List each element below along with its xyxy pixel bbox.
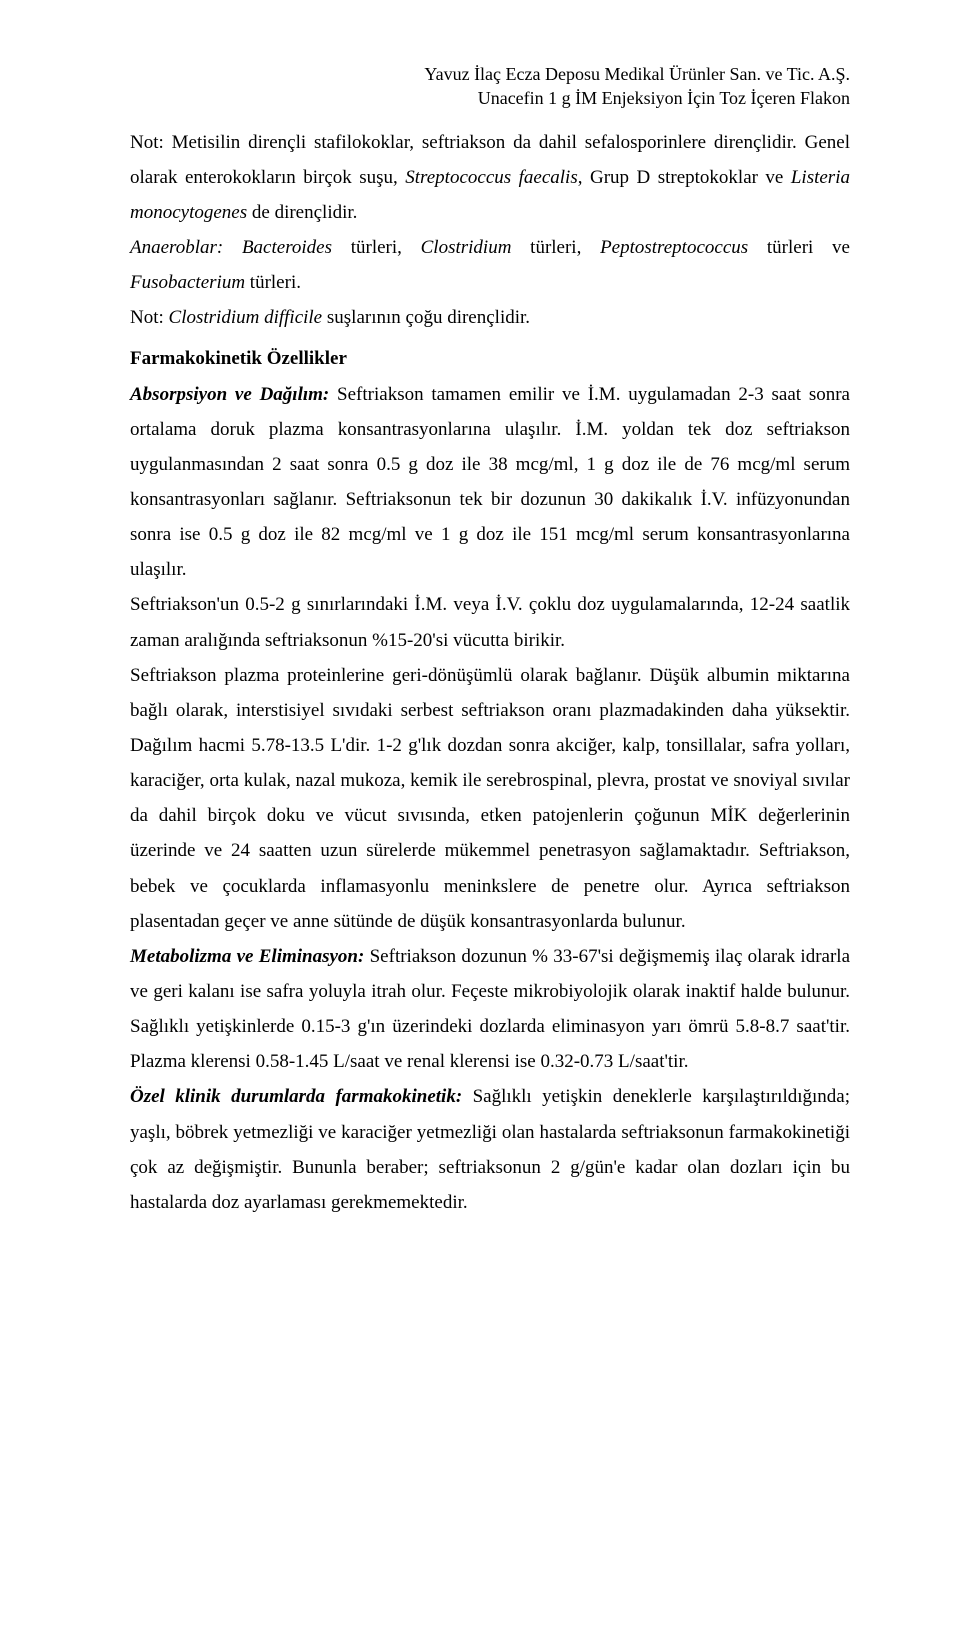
paragraph-anaeroblar: Anaeroblar: Bacteroides türleri, Clostri… <box>130 230 850 300</box>
paragraph-absorpsiyon: Absorpsiyon ve Dağılım: Seftriakson tama… <box>130 377 850 588</box>
organism-name: Streptococcus faecalis <box>405 167 577 188</box>
text-span: suşlarının çoğu dirençlidir. <box>322 307 530 328</box>
text-span: türleri, <box>511 237 600 258</box>
subsection-label: Metabolizma ve Eliminasyon: <box>130 946 364 967</box>
paragraph-note-clostridium: Not: Clostridium difficile suşlarının ço… <box>130 300 850 335</box>
organism-name: Fusobacterium <box>130 272 245 293</box>
organism-name: Anaeroblar: Bacteroides <box>130 237 332 258</box>
document-header: Yavuz İlaç Ecza Deposu Medikal Ürünler S… <box>130 62 850 111</box>
document-body: Not: Metisilin dirençli stafilokoklar, s… <box>130 125 850 1220</box>
organism-name: Clostridium difficile <box>169 307 323 328</box>
text-span: Seftriakson tamamen emilir ve İ.M. uygul… <box>130 384 850 581</box>
paragraph-coklu-doz: Seftriakson'un 0.5-2 g sınırlarındaki İ.… <box>130 587 850 657</box>
section-title-farmakokinetik: Farmakokinetik Özellikler <box>130 341 850 376</box>
paragraph-metabolizma: Metabolizma ve Eliminasyon: Seftriakson … <box>130 939 850 1080</box>
header-line-company: Yavuz İlaç Ecza Deposu Medikal Ürünler S… <box>130 62 850 86</box>
text-span: Not: <box>130 307 169 328</box>
organism-name: Peptostreptococcus <box>600 237 748 258</box>
text-span: türleri ve <box>748 237 850 258</box>
text-span: de dirençlidir. <box>247 202 357 223</box>
subsection-label: Absorpsiyon ve Dağılım: <box>130 384 329 405</box>
header-line-product: Unacefin 1 g İM Enjeksiyon İçin Toz İçer… <box>130 86 850 110</box>
organism-name: Clostridium <box>421 237 512 258</box>
paragraph-note-metisilin: Not: Metisilin dirençli stafilokoklar, s… <box>130 125 850 230</box>
paragraph-plazma-protein: Seftriakson plazma proteinlerine geri-dö… <box>130 658 850 939</box>
text-span: türleri. <box>245 272 301 293</box>
paragraph-ozel-klinik: Özel klinik durumlarda farmakokinetik: S… <box>130 1079 850 1220</box>
text-span: türleri, <box>332 237 421 258</box>
text-span: , Grup D streptokoklar ve <box>578 167 791 188</box>
subsection-label: Özel klinik durumlarda farmakokinetik: <box>130 1086 462 1107</box>
